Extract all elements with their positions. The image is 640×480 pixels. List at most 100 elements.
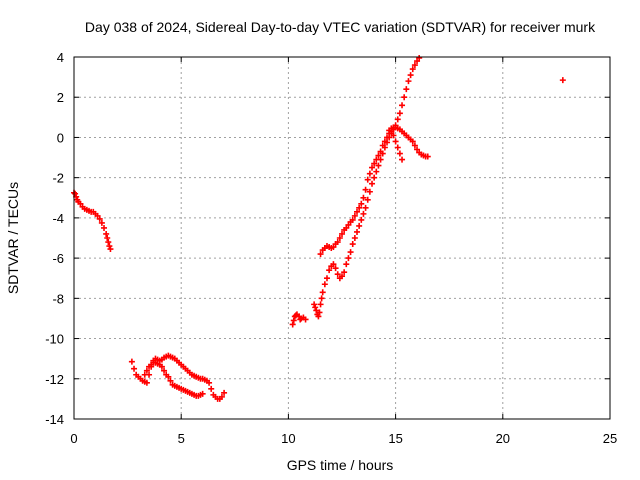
data-point xyxy=(371,160,378,167)
data-point xyxy=(341,269,348,276)
data-point xyxy=(403,86,410,93)
data-point xyxy=(292,312,299,319)
data-point xyxy=(390,132,397,139)
data-point xyxy=(206,379,213,386)
plot-frame xyxy=(73,56,611,420)
data-point xyxy=(103,230,110,237)
x-tick-label: 0 xyxy=(70,431,77,446)
data-point xyxy=(141,371,148,378)
data-point xyxy=(316,309,323,316)
data-point xyxy=(106,243,113,250)
data-point xyxy=(351,235,358,241)
data-point xyxy=(409,66,416,73)
x-tick-label: 20 xyxy=(496,431,510,446)
data-point xyxy=(364,196,371,203)
data-point xyxy=(345,221,352,228)
data-point xyxy=(399,102,406,109)
data-point xyxy=(218,393,225,400)
data-point xyxy=(143,367,150,374)
data-point xyxy=(343,261,350,268)
data-point xyxy=(339,230,345,237)
data-point xyxy=(161,367,168,374)
data-point xyxy=(351,212,358,219)
data-point xyxy=(384,134,391,141)
data-point xyxy=(289,321,296,328)
data-point xyxy=(313,307,320,314)
data-point xyxy=(208,385,215,392)
x-tick-label: 25 xyxy=(603,431,617,446)
y-tick-label: 4 xyxy=(57,50,64,65)
data-point xyxy=(416,55,423,62)
data-point xyxy=(369,180,376,187)
data-point xyxy=(354,208,361,215)
data-point xyxy=(405,78,412,85)
data-point xyxy=(401,94,408,101)
data-point xyxy=(72,190,79,197)
data-point xyxy=(375,152,382,159)
data-point xyxy=(343,224,350,231)
y-tick-label: 0 xyxy=(57,130,64,145)
data-point xyxy=(373,156,380,163)
x-tick-label: 10 xyxy=(281,431,295,446)
data-point xyxy=(96,215,103,222)
data-point xyxy=(77,200,84,207)
data-point xyxy=(349,241,356,248)
data-point xyxy=(336,235,343,241)
data-point xyxy=(369,164,376,171)
data-point xyxy=(559,77,566,84)
data-point xyxy=(311,301,318,308)
x-tick-label: 5 xyxy=(178,431,185,446)
data-point xyxy=(354,228,361,235)
y-tick-label: -2 xyxy=(52,171,64,186)
data-point xyxy=(347,249,354,256)
data-point xyxy=(221,389,228,396)
data-point xyxy=(105,239,112,246)
data-point xyxy=(323,275,330,282)
data-point xyxy=(411,142,418,149)
data-point xyxy=(377,148,384,155)
data-point xyxy=(371,174,378,181)
y-tick-label: -10 xyxy=(45,332,64,347)
data-point xyxy=(381,138,388,145)
y-axis-ticks: 4 2 0 -2 -4 -6 -8 -10 -12 -14 xyxy=(45,50,610,427)
x-axis-ticks: 0 5 10 15 20 25 xyxy=(70,57,617,446)
data-point xyxy=(379,142,386,149)
data-point xyxy=(158,363,165,370)
data-point xyxy=(364,176,371,183)
x-tick-label: 15 xyxy=(388,431,402,446)
data-point xyxy=(349,216,356,223)
grid xyxy=(74,57,610,419)
y-tick-label: -14 xyxy=(45,412,64,427)
data-point xyxy=(334,271,341,278)
data-point xyxy=(290,317,297,324)
data-point xyxy=(407,72,414,79)
data-point xyxy=(330,261,337,268)
data-point xyxy=(131,365,138,372)
y-axis-label: SDTVAR / TECUs xyxy=(5,182,21,294)
data-point xyxy=(356,222,363,229)
y-tick-label: -6 xyxy=(52,251,64,266)
data-point xyxy=(302,316,309,323)
data-point xyxy=(362,186,369,193)
data-point xyxy=(334,239,341,246)
data-point xyxy=(366,188,373,195)
chart-title: Day 038 of 2024, Sidereal Day-to-day VTE… xyxy=(85,19,596,35)
data-point xyxy=(375,162,382,169)
data-point xyxy=(101,224,108,231)
data-point xyxy=(312,304,319,311)
data-point xyxy=(360,194,367,201)
data-point xyxy=(315,313,322,320)
data-point xyxy=(394,116,401,123)
data-point xyxy=(414,146,421,153)
data-point xyxy=(318,295,325,302)
data-point xyxy=(107,246,114,253)
data-point xyxy=(326,267,333,274)
data-point xyxy=(199,390,206,397)
data-point xyxy=(339,273,345,280)
data-point xyxy=(424,153,431,160)
data-point xyxy=(94,212,101,219)
data-point xyxy=(104,235,111,241)
data-point xyxy=(392,138,399,145)
data-point xyxy=(319,289,326,296)
